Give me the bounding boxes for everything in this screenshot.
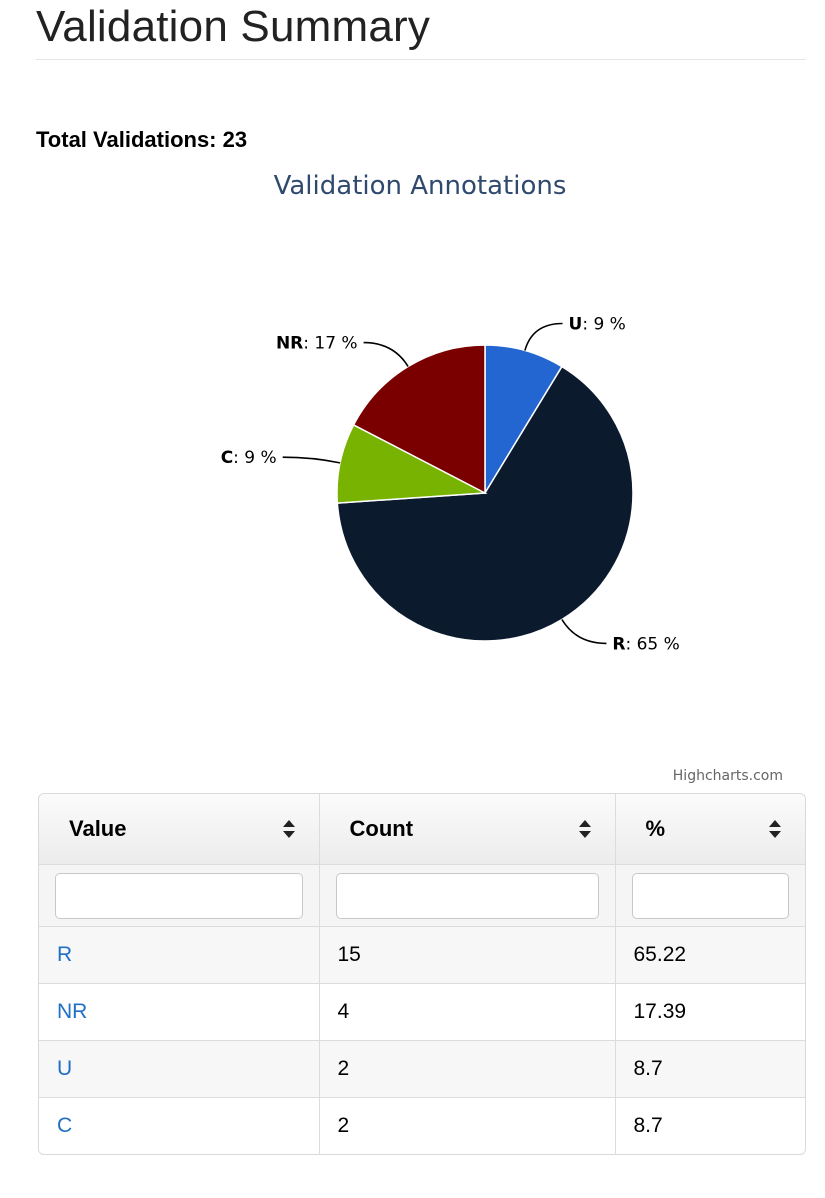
summary-table: Value Count % R 15 bbox=[38, 793, 806, 1155]
sort-icon[interactable] bbox=[577, 818, 593, 840]
value-link[interactable]: NR bbox=[57, 1000, 88, 1023]
column-header-label: Count bbox=[349, 816, 414, 841]
count-cell: 15 bbox=[318, 926, 615, 984]
table-header-row: Value Count % bbox=[39, 794, 805, 865]
chart-title: Validation Annotations bbox=[274, 171, 567, 201]
count-cell: 4 bbox=[318, 983, 615, 1041]
connector-c bbox=[282, 456, 341, 464]
sort-icon[interactable] bbox=[767, 818, 783, 840]
title-divider bbox=[36, 59, 806, 60]
connector-nr bbox=[363, 341, 409, 367]
table-row: R 15 65.22 bbox=[39, 926, 805, 984]
percent-cell: 8.7 bbox=[614, 1097, 805, 1154]
sort-icon[interactable] bbox=[281, 818, 297, 840]
data-label-u: U: 9 % bbox=[569, 315, 626, 335]
count-cell: 2 bbox=[318, 1097, 615, 1154]
percent-cell: 8.7 bbox=[614, 1040, 805, 1098]
column-header-label: Value bbox=[69, 816, 127, 841]
column-header-percent[interactable]: % bbox=[614, 794, 805, 865]
table-row: NR 4 17.39 bbox=[39, 983, 805, 1041]
value-link[interactable]: R bbox=[57, 943, 73, 966]
percent-cell: 65.22 bbox=[614, 926, 805, 984]
data-label-c: C: 9 % bbox=[221, 448, 277, 468]
column-header-value[interactable]: Value bbox=[39, 794, 319, 865]
filter-input-value[interactable] bbox=[55, 872, 303, 919]
connector-u bbox=[524, 322, 563, 351]
filter-input-count[interactable] bbox=[335, 872, 599, 919]
column-header-count[interactable]: Count bbox=[318, 794, 615, 865]
count-cell: 2 bbox=[318, 1040, 615, 1098]
filter-row bbox=[39, 864, 805, 927]
column-header-label: % bbox=[645, 816, 666, 841]
value-link[interactable]: U bbox=[57, 1057, 73, 1080]
filter-input-percent[interactable] bbox=[631, 872, 789, 919]
data-label-nr: NR: 17 % bbox=[276, 334, 358, 354]
table-row: U 2 8.7 bbox=[39, 1040, 805, 1098]
data-label-r: R: 65 % bbox=[612, 634, 679, 654]
total-validations: Total Validations: 23 bbox=[36, 127, 248, 152]
chart-credits[interactable]: Highcharts.com bbox=[673, 768, 783, 784]
value-link[interactable]: C bbox=[57, 1114, 73, 1137]
table-row: C 2 8.7 bbox=[39, 1097, 805, 1154]
connector-r bbox=[561, 619, 607, 645]
pie-slice-r[interactable] bbox=[336, 365, 634, 642]
pie-chart: Validation Annotations U: 9 % R: 65 % C: 9… bbox=[221, 171, 680, 654]
percent-cell: 17.39 bbox=[614, 983, 805, 1041]
pie-slice-nr[interactable] bbox=[352, 344, 486, 495]
page-title: Validation Summary bbox=[36, 2, 431, 51]
